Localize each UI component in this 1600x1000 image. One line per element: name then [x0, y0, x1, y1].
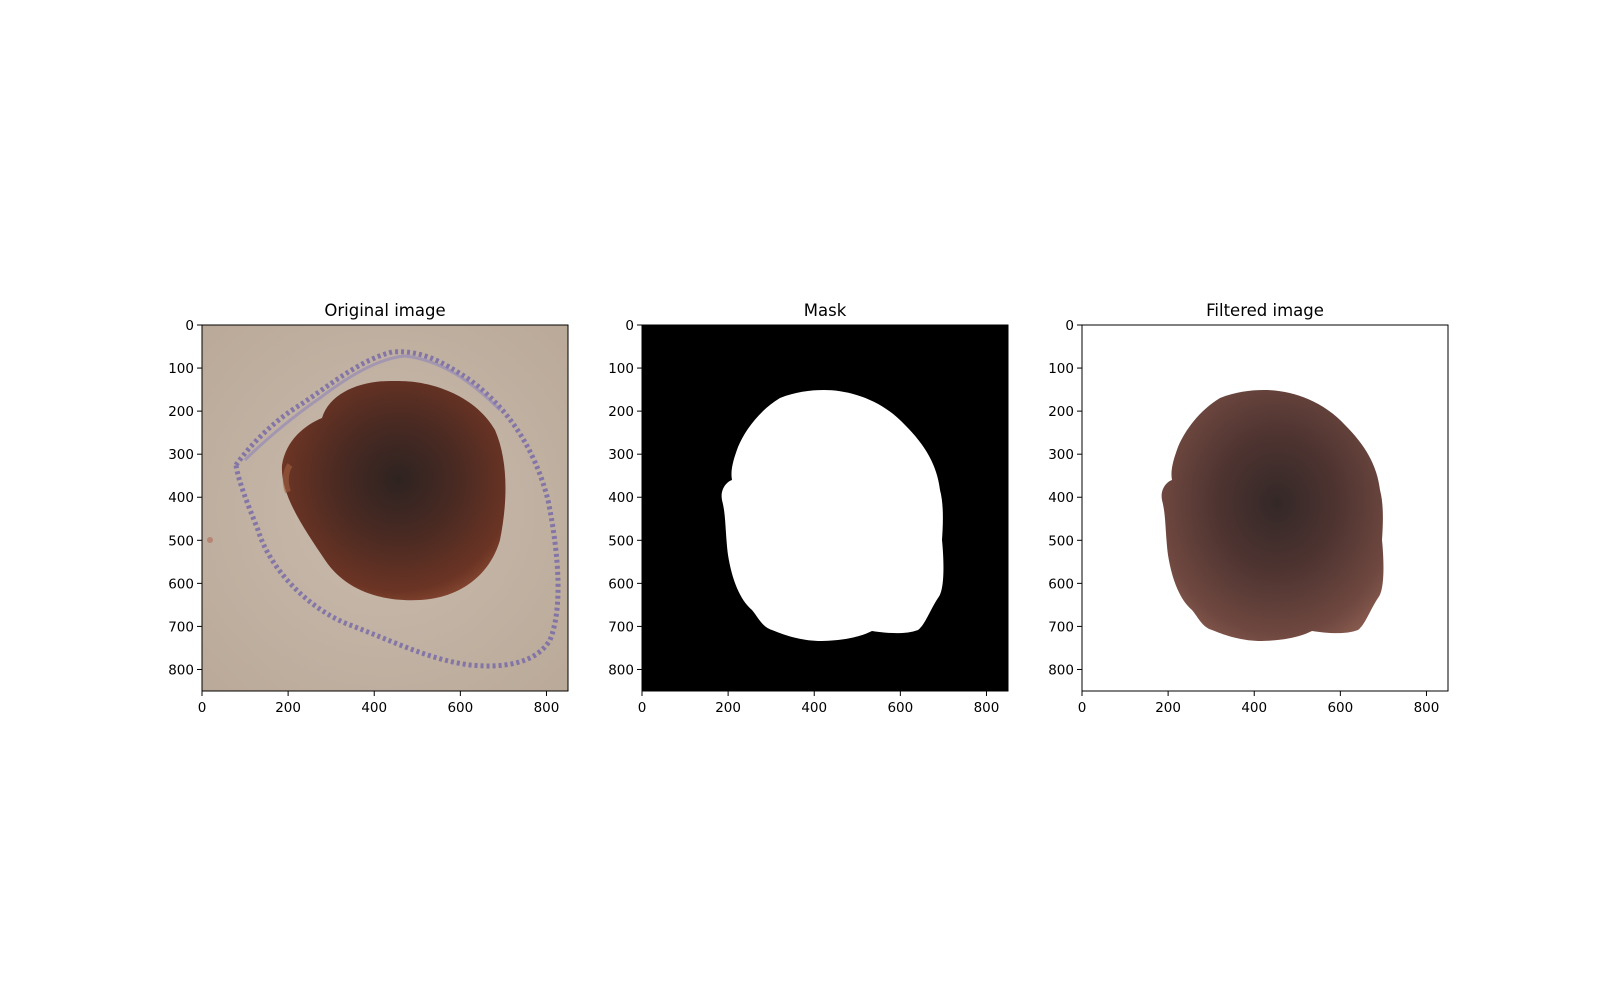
panel-title: Mask	[804, 301, 847, 320]
x-axis: 0 200 400 600 800	[1078, 691, 1440, 716]
y-tick-label: 200	[1048, 404, 1074, 420]
x-tick-label: 200	[275, 700, 301, 716]
x-tick-label: 600	[447, 700, 473, 716]
y-tick-label: 300	[168, 447, 194, 463]
y-axis: 0 100 200 300 400 500 600 700 800	[168, 318, 202, 678]
x-tick-label: 600	[887, 700, 913, 716]
x-tick-label: 400	[1241, 700, 1267, 716]
panel-mask: Mask 0 100 200 300 400 500 600 700 800 0 200 400 60…	[608, 301, 1009, 716]
y-tick-label: 400	[168, 490, 194, 506]
y-tick-label: 200	[608, 404, 634, 420]
axes-frame	[641, 324, 1009, 692]
y-tick-label: 100	[608, 361, 634, 377]
filtered-lesion	[1161, 390, 1384, 641]
axes-frame	[201, 324, 569, 692]
y-tick-label: 100	[168, 361, 194, 377]
marker-outline	[233, 349, 561, 669]
y-tick-label: 0	[185, 318, 194, 334]
panel-original: Original image 0 100 200 300 400 500 600 700 800…	[168, 301, 569, 716]
axes-frame	[1081, 324, 1449, 692]
y-tick-label: 300	[608, 447, 634, 463]
y-tick-label: 700	[1048, 619, 1074, 635]
x-tick-label: 800	[534, 700, 560, 716]
x-tick-label: 0	[638, 700, 647, 716]
y-tick-label: 600	[168, 576, 194, 592]
x-axis: 0 200 400 600 800	[638, 691, 1000, 716]
x-tick-label: 600	[1327, 700, 1353, 716]
original-photo	[202, 325, 568, 691]
x-tick-label: 200	[715, 700, 741, 716]
y-tick-label: 0	[625, 318, 634, 334]
y-tick-label: 600	[1048, 576, 1074, 592]
y-axis: 0 100 200 300 400 500 600 700 800	[1048, 318, 1082, 678]
y-tick-label: 700	[608, 619, 634, 635]
panel-title: Filtered image	[1206, 301, 1324, 320]
y-tick-label: 500	[608, 533, 634, 549]
filtered-photo	[1082, 325, 1448, 691]
y-tick-label: 300	[1048, 447, 1074, 463]
y-tick-label: 400	[1048, 490, 1074, 506]
x-tick-label: 0	[1078, 700, 1087, 716]
y-tick-label: 800	[1048, 662, 1074, 678]
y-tick-label: 500	[1048, 533, 1074, 549]
panel-filtered: Filtered image 0 100 200 300 400 500 600 700 800…	[1048, 301, 1449, 716]
x-tick-label: 400	[361, 700, 387, 716]
x-axis: 0 200 400 600 800	[198, 691, 560, 716]
x-tick-label: 800	[1414, 700, 1440, 716]
y-tick-label: 500	[168, 533, 194, 549]
x-tick-label: 400	[801, 700, 827, 716]
y-tick-label: 800	[168, 662, 194, 678]
x-tick-label: 800	[974, 700, 1000, 716]
x-tick-label: 200	[1155, 700, 1181, 716]
lesion	[281, 380, 506, 601]
y-tick-label: 0	[1065, 318, 1074, 334]
y-tick-label: 100	[1048, 361, 1074, 377]
y-tick-label: 700	[168, 619, 194, 635]
y-axis: 0 100 200 300 400 500 600 700 800	[608, 318, 642, 678]
y-tick-label: 800	[608, 662, 634, 678]
x-tick-label: 0	[198, 700, 207, 716]
y-tick-label: 200	[168, 404, 194, 420]
mask-region	[721, 390, 944, 641]
y-tick-label: 600	[608, 576, 634, 592]
y-tick-label: 400	[608, 490, 634, 506]
mask-image	[642, 325, 1008, 691]
panel-title: Original image	[324, 301, 445, 320]
